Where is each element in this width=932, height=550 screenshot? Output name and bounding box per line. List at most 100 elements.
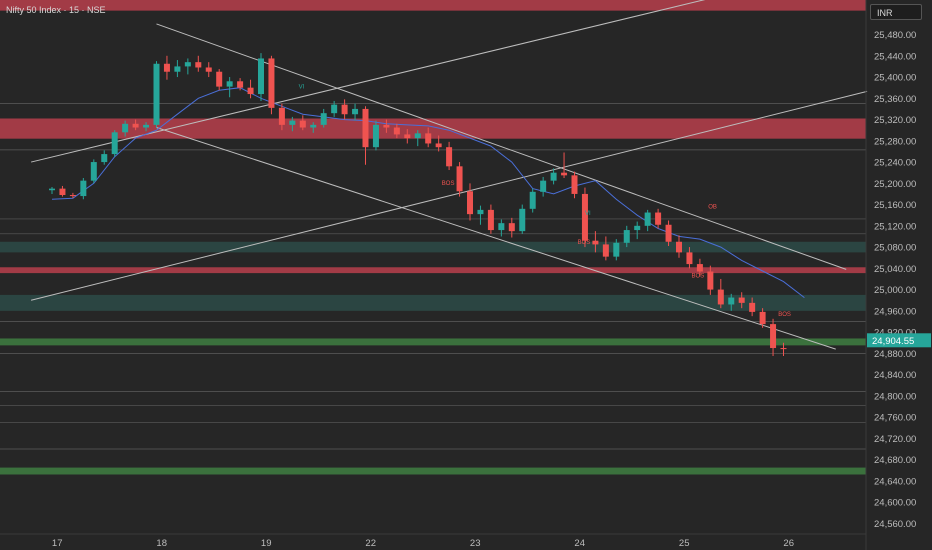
- candle-body: [529, 191, 536, 209]
- trendline: [30, 90, 868, 301]
- candle: [310, 122, 317, 133]
- candle-body: [613, 242, 620, 257]
- price-tick-label: 25,280.00: [874, 136, 916, 147]
- candle-body: [581, 193, 588, 241]
- candle-body: [122, 123, 129, 133]
- chart-title: Nifty 50 Index · 15 · NSE: [6, 5, 106, 15]
- candle: [435, 135, 442, 152]
- currency-button[interactable]: INR: [870, 4, 922, 20]
- candle-body: [383, 124, 390, 128]
- candle-body: [550, 172, 557, 181]
- candle: [122, 120, 129, 137]
- candle-body: [205, 67, 212, 72]
- candle-body: [299, 120, 306, 128]
- candle: [331, 100, 338, 117]
- last-price-badge-bg: [867, 333, 931, 348]
- candle-body: [226, 81, 233, 87]
- annotation-label: BOS: [692, 273, 705, 279]
- candle-body: [467, 191, 473, 215]
- price-tick-label: 25,320.00: [874, 115, 916, 126]
- time-tick-label: 17: [52, 538, 63, 549]
- candle: [634, 221, 641, 240]
- candle: [696, 258, 703, 277]
- candle-body: [686, 252, 693, 265]
- price-tick-label: 24,880.00: [874, 349, 916, 360]
- candle: [90, 159, 97, 184]
- fvg-zone: [0, 241, 866, 253]
- candle-body: [184, 62, 191, 67]
- time-axis[interactable]: 17 18 19 22 23 24 25 26: [52, 538, 794, 549]
- candle: [676, 235, 682, 258]
- candle-body: [393, 127, 400, 135]
- candle: [49, 187, 55, 194]
- candle: [613, 239, 620, 261]
- candle-body: [372, 124, 379, 148]
- supply-zone: [0, 267, 866, 274]
- candle-body: [143, 124, 150, 128]
- candle-body: [508, 223, 515, 232]
- candle-body: [738, 297, 745, 303]
- candle: [352, 103, 359, 121]
- candle-body: [331, 104, 338, 114]
- candle-body: [780, 348, 787, 350]
- candle: [707, 265, 714, 295]
- candle: [132, 119, 139, 131]
- price-tick-label: 25,360.00: [874, 94, 916, 105]
- candle-body: [519, 208, 526, 232]
- price-tick-label: 25,160.00: [874, 200, 916, 211]
- candle-body: [80, 180, 87, 197]
- candle: [341, 99, 348, 120]
- candle-body: [49, 188, 55, 191]
- candle: [487, 204, 494, 234]
- candle: [592, 231, 599, 253]
- last-price-value: 24,904.55: [872, 336, 914, 347]
- candle: [561, 152, 568, 178]
- candle: [686, 247, 693, 269]
- candle: [195, 55, 202, 72]
- candle-body: [310, 124, 317, 128]
- price-tick-label: 24,680.00: [874, 455, 916, 466]
- candle-body: [320, 113, 327, 125]
- price-tick-label: 25,400.00: [874, 73, 916, 84]
- candle: [80, 178, 87, 200]
- candle-body: [446, 147, 453, 167]
- candle: [728, 293, 735, 311]
- price-tick-label: 24,800.00: [874, 391, 916, 402]
- candle-body: [749, 302, 756, 312]
- zones-layer: [0, 0, 866, 475]
- candle-body: [477, 209, 484, 215]
- candle: [498, 219, 505, 237]
- candle-body: [216, 71, 223, 87]
- candle-body: [414, 133, 421, 139]
- time-tick-label: 26: [783, 538, 794, 549]
- levels-layer: [0, 103, 866, 450]
- candle: [59, 185, 66, 197]
- price-tick-label: 24,600.00: [874, 498, 916, 509]
- candle: [759, 308, 766, 328]
- candle-body: [101, 154, 108, 163]
- candle-body: [707, 271, 714, 290]
- candle: [372, 120, 379, 151]
- annotation-label: BOS: [578, 240, 591, 246]
- candle-body: [69, 195, 76, 197]
- time-tick-label: 24: [574, 538, 585, 549]
- candle: [540, 176, 547, 197]
- candle-body: [676, 241, 682, 253]
- candle-body: [247, 87, 254, 95]
- supply-zone: [0, 0, 866, 11]
- time-tick-label: 22: [365, 538, 376, 549]
- candle: [571, 171, 578, 199]
- candle: [644, 209, 651, 232]
- time-tick-label: 18: [156, 538, 167, 549]
- candle-body: [717, 289, 724, 305]
- price-tick-label: 25,120.00: [874, 221, 916, 232]
- price-tick-label: 25,040.00: [874, 264, 916, 275]
- candle-body: [435, 143, 442, 148]
- candle-body: [602, 244, 609, 257]
- annotation-label: VI: [585, 211, 591, 217]
- time-tick-label: 23: [470, 538, 481, 549]
- candle: [383, 119, 390, 133]
- candle: [101, 150, 108, 165]
- candle-body: [268, 58, 275, 108]
